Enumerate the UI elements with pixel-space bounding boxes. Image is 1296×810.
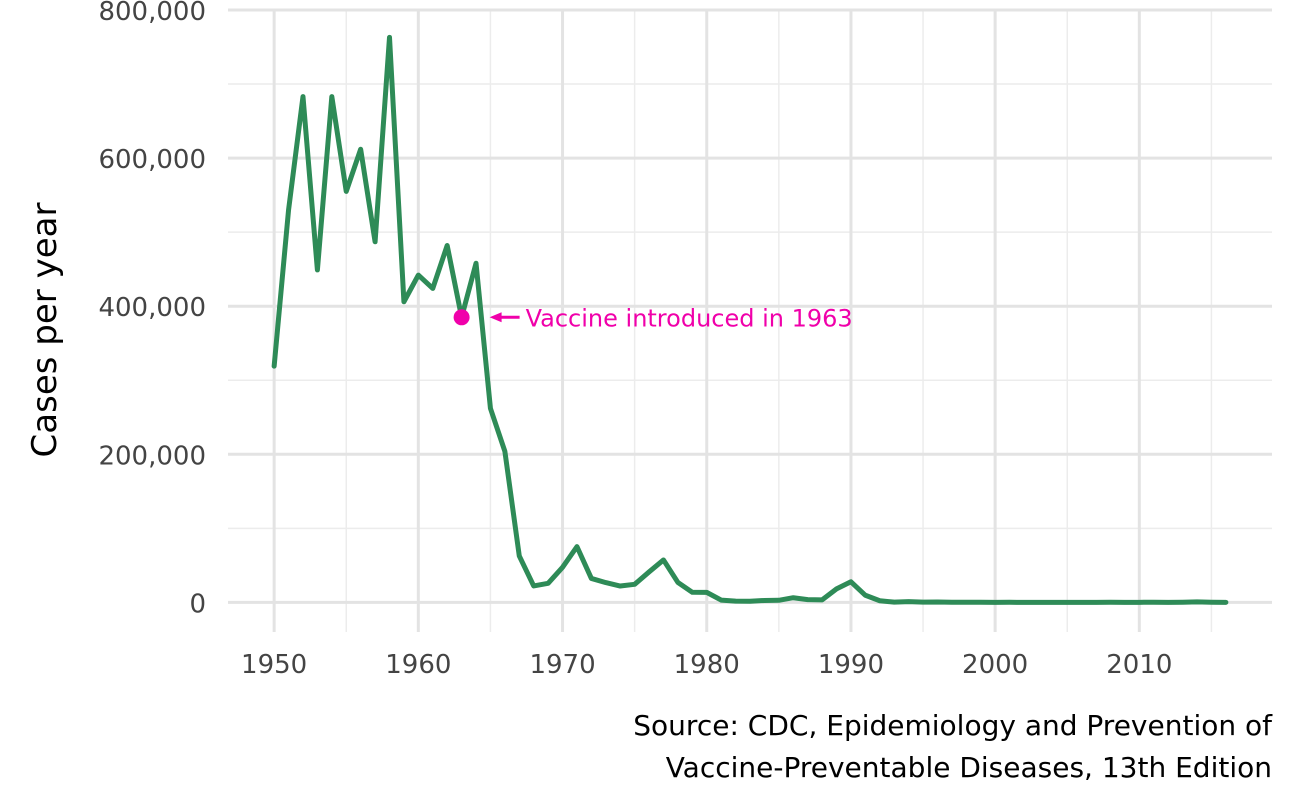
major-gridlines xyxy=(228,8,1272,632)
x-tick-label: 1960 xyxy=(385,650,451,680)
annotation-point xyxy=(453,309,470,326)
source-caption-line-2: Vaccine-Preventable Diseases, 13th Editi… xyxy=(666,751,1272,784)
y-tick-label: 600,000 xyxy=(98,145,206,175)
y-tick-label: 200,000 xyxy=(98,441,206,471)
y-axis-label: Cases per year xyxy=(25,203,65,458)
annotation-arrow-head xyxy=(489,312,502,323)
x-tick-label: 1950 xyxy=(241,650,307,680)
annotation-label: Vaccine introduced in 1963 xyxy=(526,304,853,332)
x-tick-label: 2000 xyxy=(962,650,1028,680)
y-tick-label: 400,000 xyxy=(98,293,206,323)
x-tick-label: 1980 xyxy=(674,650,740,680)
y-tick-label: 800,000 xyxy=(98,0,206,27)
cases-series-line xyxy=(271,34,1229,605)
x-tick-label: 1990 xyxy=(818,650,884,680)
x-tick-label: 1970 xyxy=(529,650,595,680)
x-tick-label: 2010 xyxy=(1106,650,1172,680)
y-tick-label: 0 xyxy=(189,589,206,619)
x-axis-tick-labels: 1950 1960 1970 1980 1990 2000 2010 xyxy=(241,650,1172,680)
y-axis-tick-labels: 0 200,000 400,000 600,000 800,000 xyxy=(98,0,206,619)
minor-gridlines xyxy=(228,10,1272,632)
vaccine-annotation: Vaccine introduced in 1963 xyxy=(453,304,853,332)
source-caption-line-1: Source: CDC, Epidemiology and Prevention… xyxy=(633,709,1273,742)
